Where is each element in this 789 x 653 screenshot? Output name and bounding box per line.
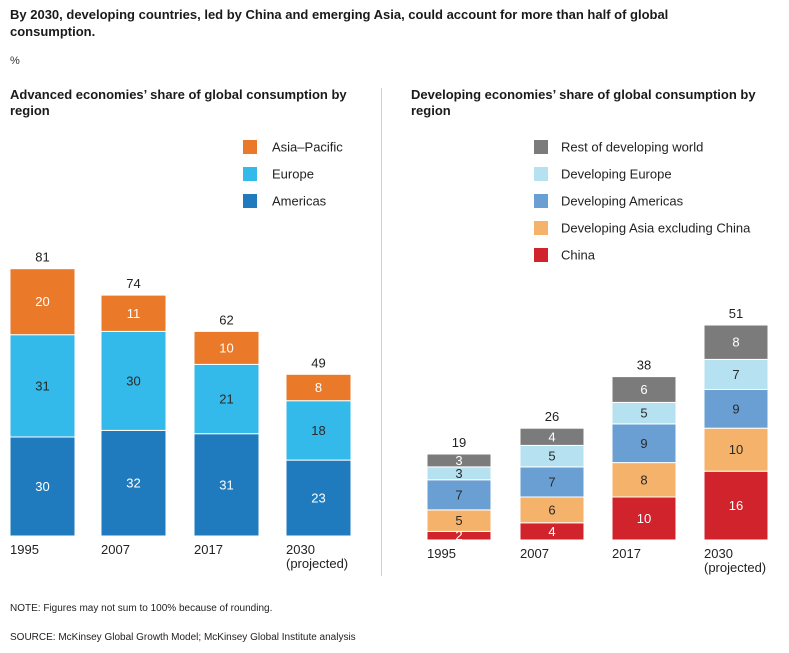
data-label-developing-europe-2007: 5 — [548, 449, 555, 464]
category-label-2030-sub: (projected) — [286, 556, 348, 571]
advanced-economies-chart: Asia–Pacific Europe Americas 30 31 20 81 1995 32… — [9, 140, 352, 571]
legend-label-developing-europe: Developing Europe — [561, 167, 672, 182]
category-label-2017: 2017 — [612, 546, 641, 561]
legend-label-developing-americas: Developing Americas — [561, 194, 684, 209]
bar-segment-developing-americas-1995 — [426, 479, 492, 511]
bar-segment-china-2017 — [611, 496, 677, 541]
data-label-china-1995: 2 — [455, 528, 462, 543]
data-label-americas-2007: 32 — [126, 476, 140, 491]
category-label-1995: 1995 — [427, 546, 456, 561]
source-note: SOURCE: McKinsey Global Growth Model; Mc… — [10, 632, 356, 643]
legend-label-rest-of-developing-world: Rest of developing world — [561, 140, 703, 155]
legend-label-developing-asia-excluding-china: Developing Asia excluding China — [561, 221, 751, 236]
data-label-developing-americas-2017: 9 — [640, 436, 647, 451]
bar-segment-developing-americas-2017 — [611, 423, 677, 464]
data-label-china-2017: 10 — [637, 511, 651, 526]
bar-segment-americas-2017 — [193, 433, 260, 537]
advanced-chart-title: Advanced economies’ share of global cons… — [10, 87, 347, 118]
bar-segment-rest-of-developing-world-1995 — [426, 453, 492, 468]
bar-segment-europe-2017 — [193, 363, 260, 435]
bar-segment-americas-2007 — [100, 429, 167, 537]
bar-segment-developing-asia-excluding-china-2030 — [703, 427, 769, 472]
legend-swatch-china — [534, 248, 548, 262]
bar-segment-asia-pacific-2007 — [100, 294, 167, 332]
data-label-americas-2030: 23 — [311, 491, 325, 506]
total-label-2007: 74 — [126, 276, 140, 291]
data-label-developing-americas-2030: 9 — [732, 401, 739, 416]
bar-segment-americas-1995 — [9, 436, 76, 537]
data-label-asia-pacific-2030: 8 — [315, 380, 322, 395]
data-label-developing-europe-2017: 5 — [640, 406, 647, 421]
legend-label-china: China — [561, 248, 596, 263]
legend-label-asia-pacific: Asia–Pacific — [272, 140, 343, 155]
total-label-1995: 81 — [35, 250, 49, 265]
category-label-2030: 2030 — [286, 542, 315, 557]
legend-swatch-asia-pacific — [243, 140, 257, 154]
bar-segment-europe-2007 — [100, 330, 167, 431]
category-label-2030: 2030 — [704, 546, 733, 561]
legend-swatch-developing-americas — [534, 194, 548, 208]
data-label-china-2030: 16 — [729, 498, 743, 513]
bar-segment-rest-of-developing-world-2007 — [519, 427, 585, 446]
bar-segment-asia-pacific-2017 — [193, 330, 260, 365]
data-label-europe-2017: 21 — [219, 392, 233, 407]
data-label-rest-of-developing-world-2007: 4 — [548, 429, 555, 444]
category-label-2007: 2007 — [520, 546, 549, 561]
total-label-2030: 49 — [311, 355, 325, 370]
bar-segment-developing-americas-2030 — [703, 389, 769, 429]
data-label-developing-europe-1995: 3 — [455, 466, 462, 481]
data-label-asia-pacific-1995: 20 — [35, 294, 49, 309]
data-label-developing-asia-excluding-china-2017: 8 — [640, 472, 647, 487]
bar-segment-europe-1995 — [9, 334, 76, 438]
data-label-americas-2017: 31 — [219, 477, 233, 492]
panel-divider — [381, 88, 382, 576]
headline: By 2030, developing countries, led by Ch… — [10, 7, 669, 39]
legend-swatch-americas — [243, 194, 257, 208]
total-label-2007: 26 — [545, 409, 559, 424]
category-label-2007: 2007 — [101, 542, 130, 557]
data-label-developing-europe-2030: 7 — [732, 367, 739, 382]
total-label-2017: 62 — [219, 312, 233, 327]
legend-swatch-rest-of-developing-world — [534, 140, 548, 154]
legend-swatch-europe — [243, 167, 257, 181]
data-label-china-2007: 4 — [548, 524, 555, 539]
bar-segment-europe-2030 — [285, 400, 352, 461]
unit-label: % — [10, 55, 20, 67]
developing-economies-chart: Rest of developing world Developing Europ… — [426, 140, 769, 575]
data-label-developing-americas-2007: 7 — [548, 474, 555, 489]
total-label-1995: 19 — [452, 435, 466, 450]
data-label-developing-asia-excluding-china-2030: 10 — [729, 442, 743, 457]
data-label-asia-pacific-2017: 10 — [219, 340, 233, 355]
bar-segment-rest-of-developing-world-2030 — [703, 324, 769, 360]
bar-segment-americas-2030 — [285, 459, 352, 537]
data-label-asia-pacific-2007: 11 — [127, 306, 141, 321]
data-label-europe-2030: 18 — [311, 423, 325, 438]
total-label-2030: 51 — [729, 306, 743, 321]
data-label-rest-of-developing-world-1995: 3 — [455, 453, 462, 468]
data-label-rest-of-developing-world-2030: 8 — [732, 335, 739, 350]
developing-chart-title: Developing economies’ share of global co… — [411, 87, 756, 118]
bar-segment-rest-of-developing-world-2017 — [611, 376, 677, 403]
bar-segment-developing-americas-2007 — [519, 466, 585, 498]
data-label-developing-asia-excluding-china-1995: 5 — [455, 513, 462, 528]
data-label-europe-2007: 30 — [126, 373, 140, 388]
category-label-1995: 1995 — [10, 542, 39, 557]
data-label-rest-of-developing-world-2017: 6 — [640, 382, 647, 397]
category-label-2030-sub: (projected) — [704, 560, 766, 575]
data-label-americas-1995: 30 — [35, 479, 49, 494]
category-label-2017: 2017 — [194, 542, 223, 557]
total-label-2017: 38 — [637, 358, 651, 373]
legend-label-americas: Americas — [272, 194, 327, 209]
data-label-europe-1995: 31 — [35, 378, 49, 393]
data-label-developing-americas-1995: 7 — [455, 487, 462, 502]
legend-label-europe: Europe — [272, 167, 314, 182]
data-label-developing-asia-excluding-china-2007: 6 — [548, 502, 555, 517]
bar-segment-asia-pacific-1995 — [9, 268, 76, 336]
footnote: NOTE: Figures may not sum to 100% becaus… — [10, 603, 273, 614]
legend-swatch-developing-asia-excluding-china — [534, 221, 548, 235]
legend-swatch-developing-europe — [534, 167, 548, 181]
bar-segment-asia-pacific-2030 — [285, 373, 352, 402]
